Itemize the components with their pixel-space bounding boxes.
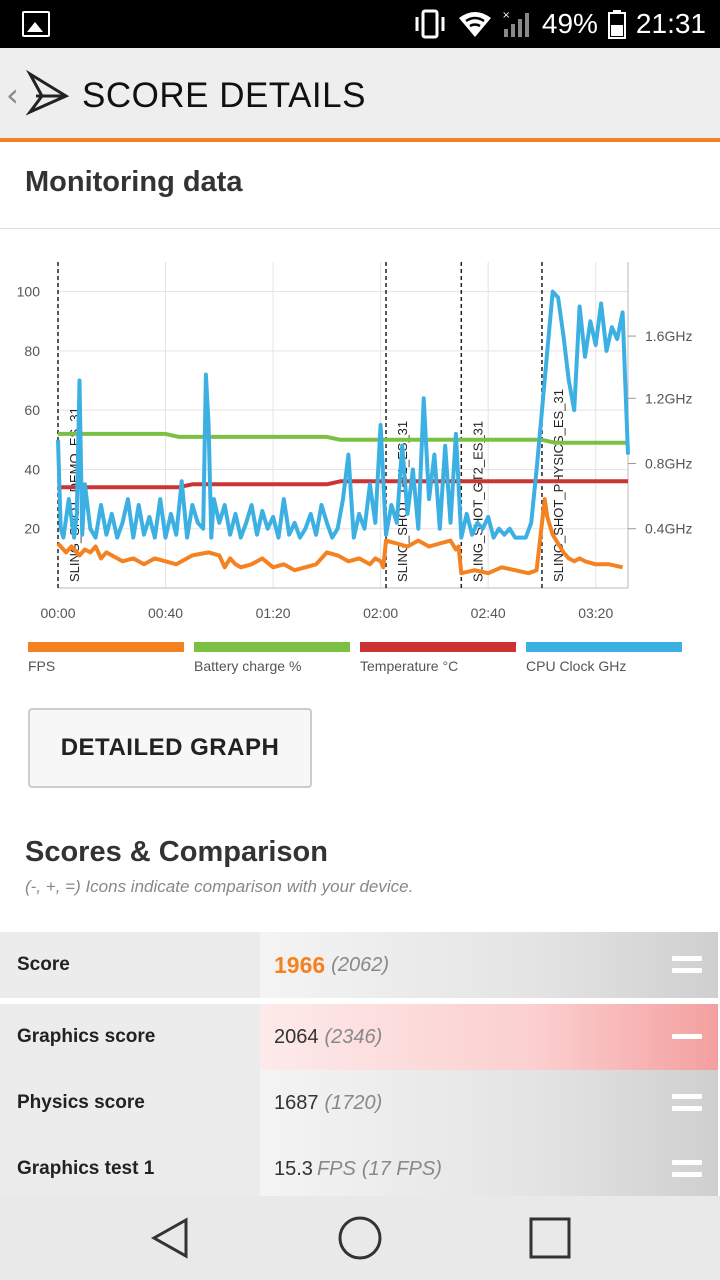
y-tick-label: 40 [24, 461, 40, 477]
equal-icon [672, 1094, 702, 1112]
legend-item-battery: Battery charge % [194, 642, 350, 674]
recents-square-icon[interactable] [526, 1214, 574, 1262]
home-circle-icon[interactable] [336, 1214, 384, 1262]
vibrate-icon [415, 9, 445, 39]
divider [0, 228, 720, 229]
legend-label: Battery charge % [194, 658, 302, 674]
chart-svg: 20 40 60 80 100 00:00 00:40 01:20 02:00 02:40 03:2… [17, 262, 692, 621]
app-bar: ‹ SCORE DETAILS [0, 48, 720, 142]
phase-label: SLING_SHOT_GT1_ES_31 [395, 421, 410, 582]
battery-icon [607, 10, 626, 39]
monitoring-chart: 20 40 60 80 100 00:00 00:40 01:20 02:00 02:40 03:2… [0, 242, 720, 622]
y-tick-label: 100 [17, 284, 41, 300]
legend-item-temperature: Temperature °C [360, 642, 516, 674]
status-bar: × 49% 21:31 [0, 0, 720, 48]
row-value: 2064 (2346) [260, 1004, 718, 1070]
legend-swatch [28, 642, 184, 652]
back-chevron-icon[interactable]: ‹ [6, 76, 19, 114]
3dmark-logo-icon[interactable] [26, 70, 70, 116]
legend-swatch [360, 642, 516, 652]
monitoring-title: Monitoring data [25, 166, 243, 198]
series-line-cpu-clock-ghz [56, 289, 630, 540]
x-tick-label: 00:40 [148, 605, 183, 621]
content[interactable]: Monitoring data 20 40 60 80 100 00:00 00:40 01:… [0, 146, 720, 1196]
phase-label: SLING_SHOT_GT2_ES_31 [470, 421, 485, 582]
y-right-tick-label: 0.4GHz [645, 521, 692, 537]
score-row-score[interactable]: Score 1966 (2062) [0, 932, 720, 998]
signal-icon: × [502, 10, 529, 37]
back-triangle-icon[interactable] [148, 1214, 196, 1262]
legend-item-fps: FPS [28, 642, 184, 674]
score-value: 15.3 [274, 1157, 313, 1180]
status-icons: × 49% 21:31 [412, 0, 706, 48]
score-value: 1966 [274, 951, 326, 978]
series-line-battery-charge- [58, 431, 628, 445]
series-line-temperature-c [58, 479, 628, 490]
image-notification-icon [22, 11, 50, 37]
minus-icon [672, 1028, 702, 1046]
legend-label: CPU Clock GHz [526, 658, 627, 674]
compare-value: (2346) [324, 1025, 383, 1048]
y-tick-label: 80 [24, 343, 40, 359]
phase-label: SLING_SHOT_PHYSICS_ES_31 [551, 389, 566, 582]
row-value: 1687 (1720) [260, 1070, 718, 1136]
score-row-graphics[interactable]: Graphics score 2064 (2346) [0, 1004, 720, 1070]
row-label: Physics score [0, 1070, 260, 1136]
svg-text:×: × [502, 10, 510, 21]
y-right-tick-label: 1.6GHz [645, 328, 692, 344]
x-tick-label: 02:00 [363, 605, 398, 621]
x-tick-label: 02:40 [471, 605, 506, 621]
equal-icon [672, 956, 702, 974]
battery-percent: 49% [541, 8, 598, 39]
score-row-graphics-test-1[interactable]: Graphics test 1 15.3 FPS (17 FPS) [0, 1136, 720, 1196]
y-right-tick-label: 0.8GHz [645, 456, 692, 472]
row-value: 1966 (2062) [260, 932, 718, 998]
y-right-tick-label: 1.2GHz [645, 390, 692, 406]
x-tick-label: 03:20 [578, 605, 613, 621]
row-label: Graphics score [0, 1004, 260, 1070]
compare-value: (17 FPS) [361, 1157, 442, 1180]
chart-legend: FPS Battery charge % Temperature °C CPU … [28, 642, 692, 682]
score-value: 1687 [274, 1091, 319, 1114]
equal-icon [672, 1160, 702, 1178]
scores-title: Scores & Comparison [25, 836, 328, 868]
clock: 21:31 [635, 8, 706, 39]
score-row-physics[interactable]: Physics score 1687 (1720) [0, 1070, 720, 1136]
scores-subtitle: (-, +, =) Icons indicate comparison with… [25, 877, 414, 896]
score-unit: FPS [316, 1157, 356, 1180]
page-title: SCORE DETAILS [82, 76, 366, 115]
y-tick-label: 60 [24, 402, 40, 418]
wifi-icon [458, 12, 491, 37]
legend-label: Temperature °C [360, 658, 459, 674]
row-label: Score [0, 932, 260, 998]
series-line-fps [56, 497, 624, 576]
x-tick-label: 00:00 [40, 605, 75, 621]
legend-label: FPS [28, 658, 56, 674]
x-tick-label: 01:20 [256, 605, 291, 621]
legend-swatch [526, 642, 682, 652]
row-label: Graphics test 1 [0, 1136, 260, 1196]
navigation-bar [0, 1196, 720, 1280]
legend-item-cpu-clock: CPU Clock GHz [526, 642, 682, 674]
compare-value: (1720) [324, 1091, 383, 1114]
detailed-graph-button[interactable]: DETAILED GRAPH [28, 708, 312, 788]
y-tick-label: 20 [24, 521, 40, 537]
score-value: 2064 [274, 1025, 319, 1048]
row-value: 15.3 FPS (17 FPS) [260, 1136, 718, 1196]
legend-swatch [194, 642, 350, 652]
compare-value: (2062) [331, 953, 389, 976]
